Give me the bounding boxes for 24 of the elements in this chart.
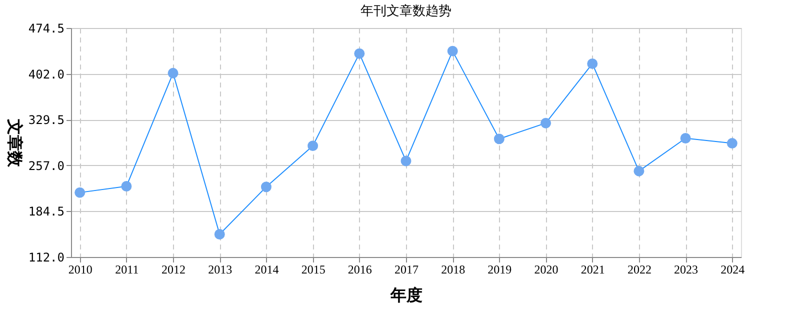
x-tick-label: 2021 [580,262,605,276]
x-tick-label: 2010 [68,262,92,276]
x-tick-label: 2015 [301,262,326,276]
x-tick-label: 2022 [627,262,652,276]
x-tick-label: 2024 [720,262,745,276]
x-tick-label: 2011 [115,262,139,276]
x-tick-label: 2016 [348,262,372,276]
x-tick-label: 2018 [441,262,466,276]
x-tick-label: 2017 [394,262,418,276]
y-tick-label: 257.0 [28,158,64,173]
x-axis-title: 年度 [390,286,422,304]
y-tick-label: 184.5 [28,204,64,219]
x-tick-label: 2019 [488,262,512,276]
x-tick-label: 2020 [534,262,558,276]
y-tick-label: 474.5 [28,22,64,36]
chart-title: 年刊文章数趋势 [360,3,452,18]
y-tick-label: 112.0 [28,250,64,264]
y-tick-label: 329.5 [28,113,64,128]
y-axis-title: 文章数 [5,118,24,168]
x-tick-label: 2023 [674,262,698,276]
y-tick-label: 402.0 [28,67,64,82]
x-tick-label: 2012 [162,262,186,276]
x-tick-label: 2013 [208,262,232,276]
x-tick-label: 2014 [254,262,279,276]
